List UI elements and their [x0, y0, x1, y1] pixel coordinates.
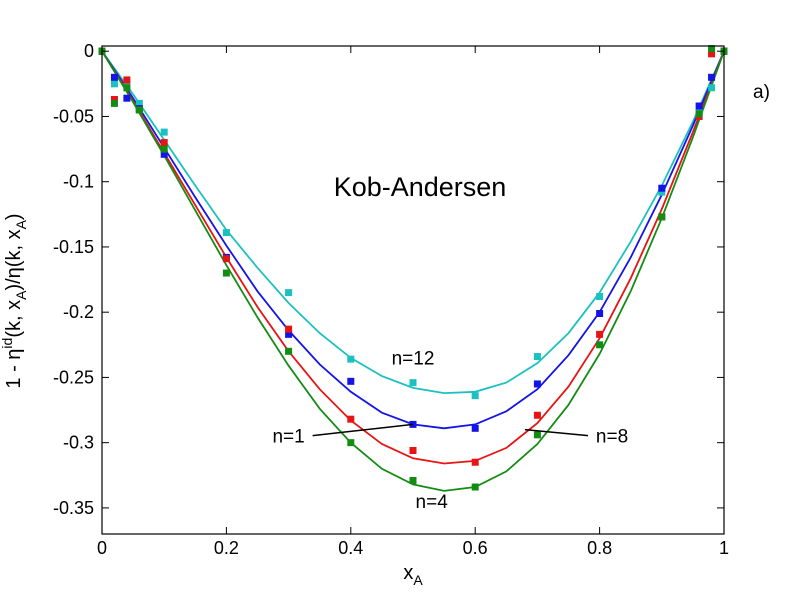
data-point-n-4 — [222, 269, 230, 277]
data-point-n-12 — [409, 379, 417, 387]
data-point-n-1 — [160, 150, 168, 158]
data-point-n-1 — [695, 102, 703, 110]
x-axis-title: xA — [403, 562, 423, 588]
data-point-n-1 — [123, 94, 131, 102]
panel-label: a) — [753, 82, 770, 103]
data-point-n-8 — [533, 411, 541, 419]
y-tick-label: -0.1 — [63, 172, 94, 192]
annotation-n-1: n=1 — [272, 427, 304, 448]
annotation-leader-n-1 — [312, 423, 414, 437]
series-line-n-8 — [101, 50, 725, 465]
data-point-n-8 — [409, 446, 417, 454]
data-point-n-4 — [160, 145, 168, 153]
y-tick-label: -0.15 — [53, 237, 94, 257]
data-point-n-12 — [708, 84, 716, 92]
x-tick-label: 0.8 — [587, 538, 612, 558]
data-point-n-1 — [533, 380, 541, 388]
data-point-n-12 — [533, 353, 541, 361]
data-point-n-4 — [533, 431, 541, 439]
data-point-n-12 — [596, 293, 604, 301]
data-point-n-8 — [222, 255, 230, 263]
data-point-n-8 — [347, 415, 355, 423]
series-line-n-1 — [101, 50, 725, 430]
annotation-n-8: n=8 — [596, 427, 628, 448]
data-point-n-4 — [285, 347, 293, 355]
data-point-n-1 — [708, 73, 716, 81]
annotations: n=12 n=1 n=8 n=4 — [272, 348, 628, 513]
data-point-n-8 — [110, 95, 118, 103]
data-point-n-8 — [471, 458, 479, 466]
data-point-n-8 — [123, 76, 131, 84]
data-point-n-12 — [471, 392, 479, 400]
data-point-n-8 — [285, 325, 293, 333]
data-point-n-1 — [596, 309, 604, 317]
plot-frame — [101, 45, 725, 535]
data-point-n-4 — [658, 213, 666, 221]
y-tick-label: 0 — [84, 41, 94, 61]
data-point-n-1 — [471, 424, 479, 432]
data-point-n-4 — [110, 99, 118, 107]
x-tick-label: 0 — [97, 538, 107, 558]
x-tick-label: 0.4 — [338, 538, 363, 558]
data-point-n-8 — [596, 330, 604, 338]
data-point-n-12 — [135, 99, 143, 107]
data-point-n-4 — [123, 84, 131, 92]
y-axis-title: 1 - ηid(k, xA)/η(k, xA) — [0, 213, 29, 388]
y-tick-label: -0.35 — [53, 498, 94, 518]
y-tick-label: -0.05 — [53, 106, 94, 126]
data-point-n-12 — [347, 355, 355, 363]
data-point-n-1 — [110, 73, 118, 81]
x-tick-label: 0.6 — [463, 538, 488, 558]
axis-ticks: 0 0.2 0.4 0.6 0.8 1 0 -0.05 -0.1 -0.15 -0.2 -0.25 -0… — [53, 41, 729, 558]
annotation-n-12: n=12 — [392, 348, 435, 369]
data-point-n-4 — [596, 341, 604, 349]
y-tick-label: -0.3 — [63, 433, 94, 453]
data-point-n-4 — [347, 439, 355, 447]
x-tick-label: 1 — [719, 538, 729, 558]
series-line-n-12 — [101, 50, 725, 395]
data-point-n-12 — [222, 229, 230, 237]
chart-title: Kob-Andersen — [334, 172, 507, 202]
y-tick-label: -0.2 — [63, 302, 94, 322]
data-point-n-12 — [123, 80, 131, 88]
data-point-n-4 — [471, 483, 479, 491]
x-tick-label: 0.2 — [214, 538, 239, 558]
data-point-n-1 — [285, 330, 293, 338]
annotation-n-4: n=4 — [416, 492, 449, 513]
data-point-n-4 — [708, 45, 716, 53]
data-point-n-8 — [160, 139, 168, 147]
data-point-n-8 — [708, 50, 716, 58]
data-point-n-12 — [285, 289, 293, 297]
plot-marks — [98, 45, 728, 492]
data-point-n-4 — [409, 477, 417, 485]
series-line-n-4 — [101, 50, 725, 492]
annotation-leader-n-8 — [524, 428, 589, 437]
data-point-n-4 — [695, 110, 703, 118]
data-point-n-4 — [135, 106, 143, 114]
data-point-n-12 — [160, 128, 168, 136]
data-point-n-12 — [110, 80, 118, 88]
data-point-n-1 — [658, 184, 666, 192]
y-tick-label: -0.25 — [53, 367, 94, 387]
data-point-n-12 — [658, 188, 666, 196]
data-point-n-1 — [347, 377, 355, 385]
